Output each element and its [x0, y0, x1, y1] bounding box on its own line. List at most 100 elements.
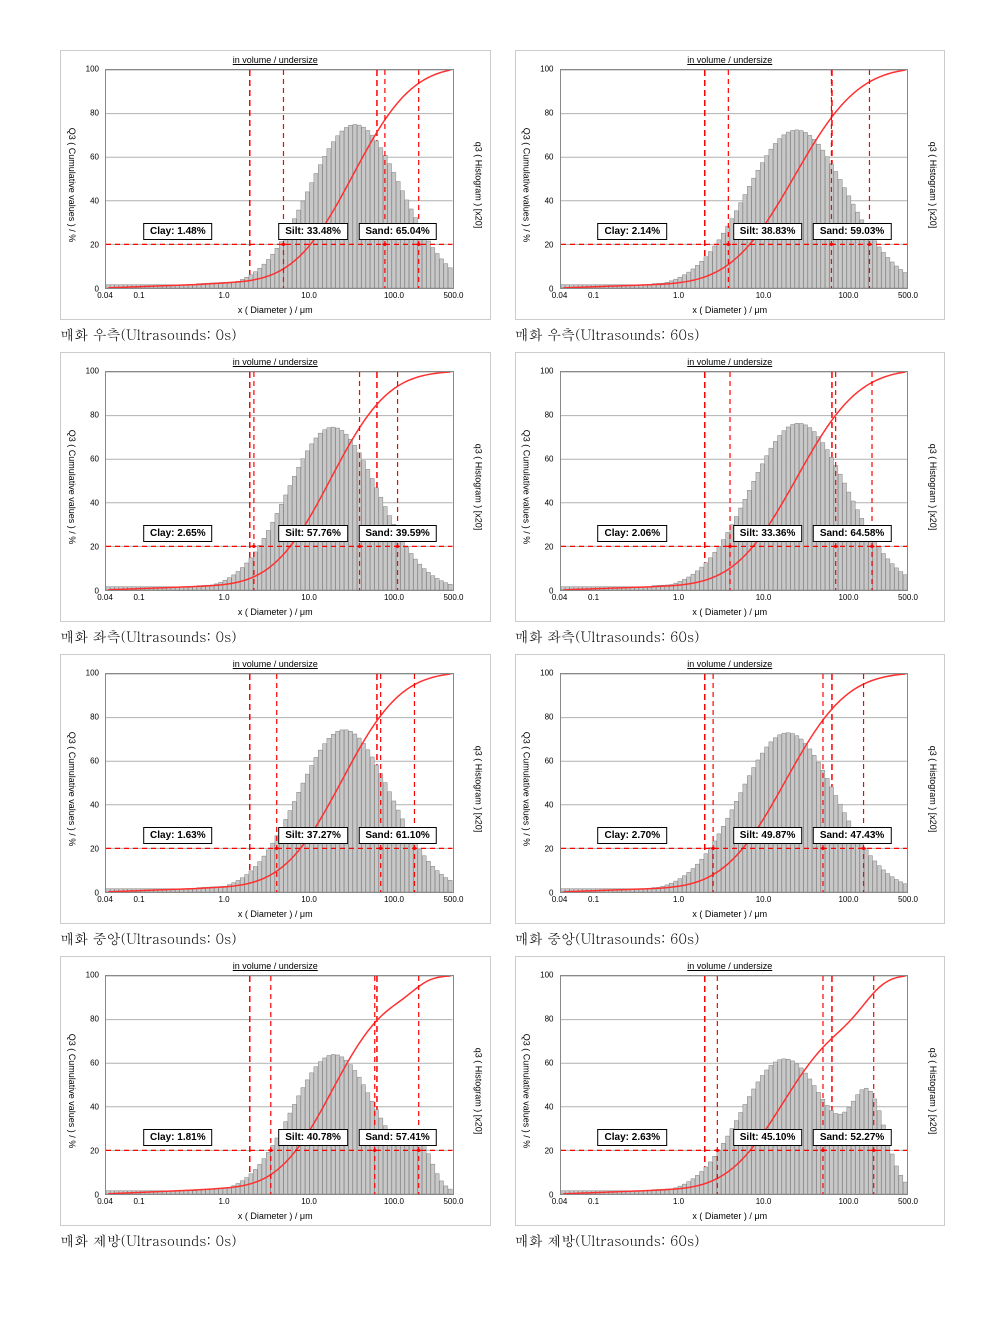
silt-label: Silt: 45.10% [733, 1129, 803, 1146]
y-tick-labels: 020406080100 [65, 975, 103, 1195]
y-tick: 100 [86, 971, 99, 980]
x-tick: 10.0 [756, 1197, 772, 1206]
y-tick: 20 [545, 543, 554, 552]
chart-caption: 매화 우측(Ultrasounds: 60s) [515, 324, 946, 344]
y-tick: 60 [545, 153, 554, 162]
chart-title: in volume / undersize [65, 961, 486, 971]
y-tick: 20 [90, 543, 99, 552]
y-tick: 100 [540, 669, 553, 678]
chart-svg [561, 976, 908, 1194]
x-axis-label: x ( Diameter ) / μm [65, 305, 486, 315]
y-tick: 0 [95, 285, 99, 294]
chart-panel: in volume / undersizex ( Diameter ) / μm… [60, 654, 491, 924]
y-tick: 20 [545, 845, 554, 854]
x-tick-labels: 0.040.11.010.0100.0500.0 [560, 895, 909, 905]
chart-inner: in volume / undersize x ( Diameter ) / μm… [65, 961, 486, 1221]
x-tick: 0.04 [97, 895, 113, 904]
y-tick: 80 [545, 713, 554, 722]
chart-title: in volume / undersize [65, 357, 486, 367]
x-tick: 10.0 [756, 291, 772, 300]
x-tick-labels: 0.040.11.010.0100.0500.0 [560, 593, 909, 603]
silt-label: Silt: 37.27% [278, 827, 348, 844]
x-tick: 500.0 [898, 1197, 918, 1206]
y-tick: 100 [540, 367, 553, 376]
x-tick: 500.0 [443, 291, 463, 300]
y-axis-right-label: q3 ( Histogram ) [x20] [928, 142, 938, 229]
plot-area: Clay: 2.65%Silt: 57.76%Sand: 39.59% [105, 371, 454, 591]
y-tick: 20 [90, 845, 99, 854]
x-tick: 100.0 [838, 593, 858, 602]
chart-cell: in volume / undersizex ( Diameter ) / μm… [60, 50, 491, 344]
chart-inner: in volume / undersizex ( Diameter ) / μm… [65, 659, 486, 919]
plot-area: Clay: 1.48%Silt: 33.48%Sand: 65.04% [105, 69, 454, 289]
chart-svg [561, 674, 908, 892]
x-tick: 1.0 [218, 895, 229, 904]
silt-label: Silt: 49.87% [733, 827, 803, 844]
chart-cell: in volume / undersizex ( Diameter ) / μm… [60, 654, 491, 948]
x-tick: 0.04 [552, 1197, 568, 1206]
x-tick-labels: 0.040.11.010.0100.0500.0 [105, 291, 454, 301]
chart-title: in volume / undersize [520, 659, 941, 669]
chart-inner: in volume / undersizex ( Diameter ) / μm… [65, 357, 486, 617]
y-tick: 100 [540, 65, 553, 74]
x-axis-label: x ( Diameter ) / μm [520, 305, 941, 315]
y-tick: 60 [90, 757, 99, 766]
x-tick: 10.0 [301, 1197, 317, 1206]
y-tick: 100 [86, 65, 99, 74]
y-axis-right-label: q3 ( Histogram ) [x20] [474, 746, 484, 833]
x-axis-label: x ( Diameter ) / μm [65, 1211, 486, 1221]
sand-label: Sand: 61.10% [358, 827, 436, 844]
x-axis-label: x ( Diameter ) / μm [520, 607, 941, 617]
plot-area: Clay: 2.63% Silt: 45.10% Sand: 52.27% [560, 975, 909, 1195]
silt-label: Silt: 38.83% [733, 223, 803, 240]
clay-label: Clay: 2.14% [598, 223, 668, 240]
sand-label: Sand: 52.27% [813, 1129, 891, 1146]
x-axis-label: x ( Diameter ) / μm [65, 909, 486, 919]
silt-label: Silt: 57.76% [278, 525, 348, 542]
y-axis-right-label: q3 ( Histogram ) [x20] [928, 444, 938, 531]
chart-inner: in volume / undersize x ( Diameter ) / μm… [520, 55, 941, 315]
silt-label: Silt: 40.78% [278, 1129, 348, 1146]
y-tick: 80 [545, 411, 554, 420]
x-tick: 0.1 [588, 291, 599, 300]
y-axis-right-label: q3 ( Histogram ) [x20] [928, 746, 938, 833]
chart-caption: 매화 중앙(Ultrasounds: 60s) [515, 928, 946, 948]
chart-title: in volume / undersize [520, 961, 941, 971]
y-tick: 0 [549, 285, 553, 294]
y-tick: 40 [545, 499, 554, 508]
x-tick-labels: 0.040.11.010.0100.0500.0 [105, 593, 454, 603]
y-tick: 20 [90, 241, 99, 250]
y-tick-labels: 020406080100 [520, 69, 558, 289]
x-tick: 100.0 [838, 1197, 858, 1206]
x-tick-labels: 0.040.11.010.0100.0500.0 [105, 895, 454, 905]
chart-title: in volume / undersize [520, 357, 941, 367]
x-tick: 0.04 [97, 593, 113, 602]
sand-label: Sand: 39.59% [358, 525, 436, 542]
silt-label: Silt: 33.36% [733, 525, 803, 542]
x-tick: 0.1 [133, 593, 144, 602]
y-tick: 60 [90, 1059, 99, 1068]
x-tick: 1.0 [673, 593, 684, 602]
y-tick: 40 [545, 801, 554, 810]
y-tick: 80 [90, 713, 99, 722]
y-tick: 20 [545, 1147, 554, 1156]
y-tick: 20 [90, 1147, 99, 1156]
chart-cell: in volume / undersize x ( Diameter ) / μm… [60, 956, 491, 1250]
chart-svg [106, 372, 453, 590]
y-tick-labels: 020406080100 [520, 673, 558, 893]
chart-caption: 매화 중앙(Ultrasounds: 0s) [60, 928, 491, 948]
chart-title: in volume / undersize [520, 55, 941, 65]
x-tick: 10.0 [301, 895, 317, 904]
x-tick: 0.04 [552, 593, 568, 602]
chart-panel: in volume / undersizex ( Diameter ) / μm… [60, 50, 491, 320]
y-tick: 60 [545, 455, 554, 464]
clay-label: Clay: 1.63% [143, 827, 213, 844]
y-tick: 40 [90, 499, 99, 508]
y-tick: 80 [90, 109, 99, 118]
y-tick: 40 [90, 1103, 99, 1112]
x-tick: 10.0 [756, 593, 772, 602]
x-tick: 0.1 [133, 1197, 144, 1206]
chart-caption: 매화 좌측(Ultrasounds: 60s) [515, 626, 946, 646]
y-tick-labels: 020406080100 [520, 975, 558, 1195]
clay-label: Clay: 2.63% [598, 1129, 668, 1146]
